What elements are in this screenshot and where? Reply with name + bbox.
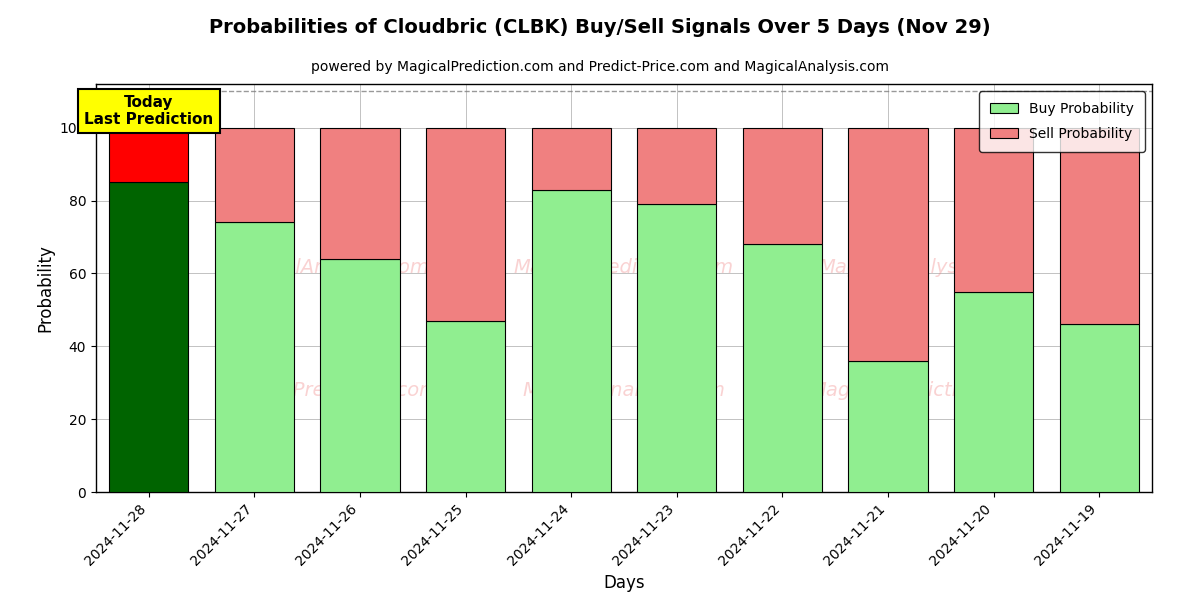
Bar [320, 259, 400, 492]
Bar [109, 128, 188, 182]
Text: MagicalPrediction.com: MagicalPrediction.com [514, 258, 734, 277]
Bar [743, 128, 822, 244]
Y-axis label: Probability: Probability [36, 244, 54, 332]
Bar [426, 321, 505, 492]
Text: powered by MagicalPrediction.com and Predict-Price.com and MagicalAnalysis.com: powered by MagicalPrediction.com and Pre… [311, 60, 889, 74]
Text: MagicalAnalysis.com: MagicalAnalysis.com [227, 258, 430, 277]
Bar [109, 182, 188, 492]
Bar [215, 128, 294, 223]
Bar [954, 292, 1033, 492]
Bar [426, 128, 505, 321]
Bar [1060, 128, 1139, 325]
X-axis label: Days: Days [604, 574, 644, 592]
Bar [637, 204, 716, 492]
Bar [848, 128, 928, 361]
Bar [320, 128, 400, 259]
Text: Probabilities of Cloudbric (CLBK) Buy/Sell Signals Over 5 Days (Nov 29): Probabilities of Cloudbric (CLBK) Buy/Se… [209, 18, 991, 37]
Text: Today
Last Prediction: Today Last Prediction [84, 95, 214, 127]
Bar [637, 128, 716, 204]
Bar [954, 128, 1033, 292]
Text: MagicalAnalysis.com: MagicalAnalysis.com [522, 380, 726, 400]
Bar [215, 223, 294, 492]
Text: MagicalAnalysis.com: MagicalAnalysis.com [818, 258, 1021, 277]
Bar [532, 190, 611, 492]
Text: MagicalPrediction.com: MagicalPrediction.com [218, 380, 438, 400]
Bar [848, 361, 928, 492]
Text: MagicalPrediction.com: MagicalPrediction.com [810, 380, 1030, 400]
Bar [1060, 325, 1139, 492]
Legend: Buy Probability, Sell Probability: Buy Probability, Sell Probability [979, 91, 1145, 152]
Bar [532, 128, 611, 190]
Bar [743, 244, 822, 492]
